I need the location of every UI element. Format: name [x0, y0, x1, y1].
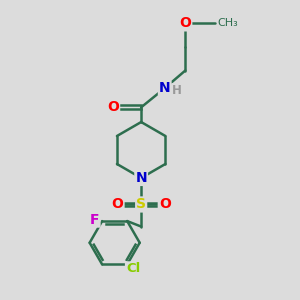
Text: O: O: [179, 16, 191, 30]
Text: O: O: [107, 100, 119, 114]
Text: O: O: [159, 197, 171, 212]
Text: S: S: [136, 197, 146, 212]
Text: F: F: [90, 213, 100, 226]
Text: N: N: [135, 171, 147, 185]
Text: O: O: [112, 197, 124, 212]
Text: Cl: Cl: [126, 262, 140, 275]
Text: CH₃: CH₃: [218, 18, 238, 28]
Text: H: H: [172, 84, 182, 97]
Text: N: N: [159, 81, 170, 95]
